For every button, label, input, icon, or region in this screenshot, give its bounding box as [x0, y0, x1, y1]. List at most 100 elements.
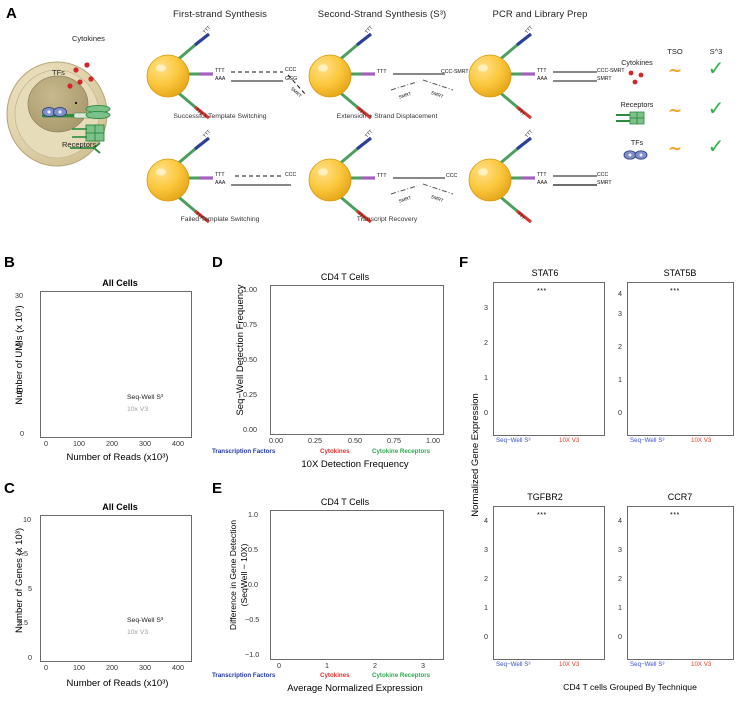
caption-successful-template-switching: Successful Template Switching: [173, 113, 267, 120]
schematic-r2c3-bottom-right: SMRT: [597, 180, 612, 186]
column-title-first-strand: First-strand Synthesis: [172, 9, 268, 20]
panel-d-ytick-1.00: 1.00: [243, 285, 257, 294]
panel-e-ylabel-line1: Difference in Gene Detection: [228, 519, 238, 631]
panel-c-plot-area[interactable]: [40, 515, 192, 662]
panel-c-xtick-300: 300: [139, 663, 151, 672]
f-stat6-ytick-2: 2: [484, 338, 488, 347]
f-stat6-group-10x: 10X V3: [559, 437, 580, 444]
panel-letter-e: E: [212, 480, 223, 497]
violin-canvas-stat5b: [628, 283, 733, 435]
tso-wave-icon-tfs: ∼: [667, 139, 683, 158]
violin-canvas-ccr7: [628, 507, 733, 659]
panel-f-plot-stat6[interactable]: [493, 282, 605, 436]
caption-extension-strand-displacement: Extension + Strand Displacement: [336, 113, 438, 120]
panel-c-ytick-0: 0: [28, 653, 32, 662]
legend-row-label-receptors: Receptors: [620, 100, 654, 109]
panel-d-title: CD4 T Cells: [320, 272, 370, 282]
panel-e-legend-cytokines: Cytokines: [320, 672, 350, 679]
bead-schematic-r2c1: [146, 136, 291, 224]
panel-d-ytick-0.50: 0.50: [243, 355, 257, 364]
f-ccr7-group-seqwell: Seq−Well S³: [630, 661, 665, 668]
panel-b-legend-seqwell: Seq-Well S³: [127, 394, 164, 401]
panel-b-ytick-20: 20: [15, 339, 23, 348]
violin-canvas-tgfbr2: [494, 507, 604, 659]
panel-c-xtick-0: 0: [44, 663, 48, 672]
panel-e-ylabel-line2: (SeqWell − 10X): [239, 543, 249, 607]
f-tgfbr2-ytick-4: 4: [484, 516, 488, 525]
schematic-r2c3-bottom: AAA: [537, 180, 548, 186]
panel-f-plot-stat5b[interactable]: [627, 282, 734, 436]
panel-c-ytick-10: 10: [23, 515, 31, 524]
bead-schematic-r2c2: [308, 136, 454, 224]
f-tgfbr2-significance: ***: [537, 512, 547, 519]
schematic-r2c1-top: TTT: [215, 172, 225, 178]
panel-d-plot-area[interactable]: [270, 285, 444, 435]
f-ccr7-ytick-1: 1: [618, 603, 622, 612]
schematic-r1c2-top-right: CCC-SMRT: [441, 69, 469, 75]
schematic-r1c3-bottom: AAA: [537, 76, 548, 82]
legend-row-label-cytokines: Cytokines: [621, 58, 653, 67]
schematic-r1c1-bottom-right: GGG: [285, 76, 298, 82]
panel-e-legend-cytokine-receptors: Cytokine Receptors: [372, 672, 431, 679]
f-stat5b-group-seqwell: Seq−Well S³: [630, 437, 665, 444]
f-stat5b-ytick-4: 4: [618, 289, 622, 298]
schematic-r1c1-top: TTT: [215, 68, 225, 74]
column-title-second-strand: Second-Strand Synthesis (S³): [317, 9, 447, 20]
panel-b-xtick-100: 100: [73, 439, 85, 448]
cell-label-cytokines: Cytokines: [72, 34, 105, 43]
panel-c-xlabel: Number of Reads (x10³): [66, 678, 169, 689]
panel-f-ylabel: Normalized Gene Expression: [470, 393, 481, 517]
bead-schematic-r2c3: [468, 136, 597, 224]
schematic-r2c1-bottom: AAA: [215, 180, 226, 186]
panel-e-title: CD4 T Cells: [320, 497, 370, 507]
panel-e-plot-area[interactable]: [270, 510, 444, 660]
panel-d-xtick-0.75: 0.75: [387, 436, 401, 445]
bead-schematic-r1c3: [468, 32, 597, 120]
panel-f-title-ccr7: CCR7: [667, 492, 693, 502]
schematic-r1c2-top: TTT: [377, 69, 387, 75]
f-ccr7-ytick-2: 2: [618, 574, 622, 583]
panel-f-xlabel: CD4 T cells Grouped By Technique: [563, 682, 697, 692]
cell-diagram: [6, 61, 111, 167]
f-stat6-ytick-3: 3: [484, 303, 488, 312]
bead-schematic-r1c2: [308, 32, 454, 120]
panel-d-ylabel: Seq−Well Detection Frequency: [235, 284, 246, 416]
panel-c-xtick-100: 100: [73, 663, 85, 672]
schematic-r1c1-bottom: AAA: [215, 76, 226, 82]
panel-c-ytick-5: 5: [28, 584, 32, 593]
schematic-r1c3-top: TTT: [537, 68, 547, 74]
f-tgfbr2-group-seqwell: Seq−Well S³: [496, 661, 531, 668]
panel-d-legend-cytokine-receptors: Cytokine Receptors: [372, 448, 431, 455]
f-stat5b-significance: ***: [670, 288, 680, 295]
check-icon-tfs: ✓: [707, 136, 725, 158]
panel-b-plot-area[interactable]: [40, 291, 192, 438]
panel-b-ytick-30: 30: [15, 291, 23, 300]
panel-b-title: All Cells: [102, 278, 138, 288]
f-stat6-ytick-0: 0: [484, 408, 488, 417]
panel-b-ytick-10: 10: [15, 386, 23, 395]
panel-d-ytick-0.00: 0.00: [243, 425, 257, 434]
f-stat6-significance: ***: [537, 288, 547, 295]
panel-d-legend-tf: Transcription Factors: [212, 448, 276, 455]
panel-f-plot-ccr7[interactable]: [627, 506, 734, 660]
panel-d-xlabel: 10X Detection Frequency: [301, 459, 409, 470]
caption-failed-template-switching: Failed Template Switching: [180, 216, 260, 223]
panel-d-ytick-0.75: 0.75: [243, 320, 257, 329]
panel-e-canvas: [271, 511, 443, 659]
panel-f-plot-tgfbr2[interactable]: [493, 506, 605, 660]
f-ccr7-ytick-0: 0: [618, 632, 622, 641]
schematic-r2c1-top-right: CCC: [285, 172, 297, 178]
panel-f-title-stat6: STAT6: [531, 268, 559, 278]
f-stat5b-ytick-1: 1: [618, 375, 622, 384]
panel-e-ytick-n1.0: −1.0: [245, 650, 260, 659]
f-ccr7-ytick-4: 4: [618, 516, 622, 525]
panel-c-canvas: [41, 516, 191, 661]
f-stat5b-ytick-0: 0: [618, 408, 622, 417]
schematic-r2c3-top: TTT: [537, 172, 547, 178]
panel-e-xtick-3: 3: [421, 661, 425, 670]
panel-e-ytick-0.5: 0.5: [248, 545, 258, 554]
legend-row-label-tfs: TFs: [630, 138, 644, 147]
panel-b-ylabel: Number of UMIs (x 10³): [14, 305, 25, 405]
panel-e-legend-tf: Transcription Factors: [212, 672, 276, 679]
panel-b-xlabel: Number of Reads (x10³): [66, 452, 169, 463]
